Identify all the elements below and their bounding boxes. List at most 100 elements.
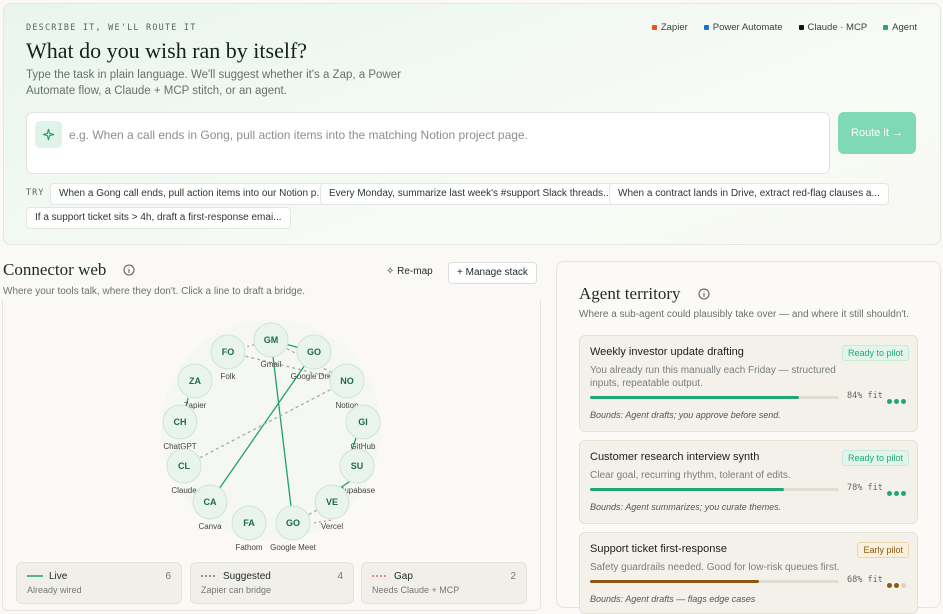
agent-title: Agent territory <box>579 284 681 303</box>
page: DESCRIBE IT, WE'LL ROUTE IT Zapier Power… <box>2 3 941 614</box>
agent-card[interactable]: Support ticket first-response Early pilo… <box>579 532 918 614</box>
status-badge: Ready to pilot <box>841 450 909 466</box>
node-initials: CH <box>174 417 187 427</box>
legend-item: Agent <box>881 22 917 33</box>
node-initials: GO <box>307 347 321 357</box>
suggestion-chip[interactable]: When a Gong call ends, pull action items… <box>50 183 334 205</box>
legend-note: Already wired <box>27 585 82 595</box>
live-edge[interactable] <box>209 351 315 503</box>
connector-title: Connector web <box>3 260 107 279</box>
node-name: Gmail <box>261 360 282 369</box>
suggestion-chip[interactable]: Every Monday, summarize last week's #sup… <box>320 183 621 205</box>
fit-label: 68% fit <box>847 575 883 585</box>
node[interactable] <box>345 404 381 440</box>
node-name: Supabase <box>339 486 376 495</box>
agent-card[interactable]: Weekly investor update drafting Ready to… <box>579 335 918 432</box>
gap-edge[interactable] <box>313 519 333 524</box>
legend-note: Needs Claude + MCP <box>372 585 460 595</box>
live-edge[interactable] <box>270 339 294 524</box>
node-initials: GM <box>264 335 279 345</box>
node[interactable] <box>339 448 375 484</box>
node[interactable] <box>231 505 267 541</box>
card-bounds: Bounds: Agent drafts — flags edge cases <box>590 594 756 604</box>
live-edge[interactable] <box>351 437 357 451</box>
button-label: Manage stack <box>465 267 528 278</box>
node-name: Zapier <box>184 401 207 410</box>
card-description: Clear goal, recurring rhythm, tolerant o… <box>590 470 791 481</box>
node-initials: FO <box>222 347 235 357</box>
fit-track <box>590 396 839 399</box>
legend-count: 4 <box>337 571 343 582</box>
legend-label: Suggested <box>223 571 271 582</box>
suggested-edge[interactable] <box>227 351 348 382</box>
legend-count: 2 <box>510 571 516 582</box>
legend-label: Power Automate <box>712 22 783 33</box>
route-button[interactable]: Route it → <box>838 112 916 154</box>
agent-card[interactable]: Customer research interview synth Ready … <box>579 440 918 524</box>
node-initials: FA <box>243 518 255 528</box>
fit-track <box>590 488 839 491</box>
suggested-edge[interactable] <box>183 380 348 467</box>
fit-bar <box>590 580 760 583</box>
fit-track <box>590 580 839 583</box>
status-badge: Ready to pilot <box>841 345 909 361</box>
legend-card: Suggested 4 Zapier can bridge <box>190 562 354 604</box>
card-bounds: Bounds: Agent summarizes; you curate the… <box>590 502 782 512</box>
node[interactable] <box>162 404 198 440</box>
suggestion-chip[interactable]: If a support ticket sits > 4h, draft a f… <box>26 207 291 229</box>
connector-graph: Gmail GM Google Drive GO Folk FO Notion NO Zapie… <box>161 320 381 552</box>
fit-dots <box>885 483 906 501</box>
sparkle-icon <box>35 121 62 148</box>
title: What do you wish ran by itself? <box>26 38 308 63</box>
subtitle: Type the task in plain language. We'll s… <box>26 69 401 97</box>
button-label: Re-map <box>397 266 433 277</box>
try-label: TRY <box>26 188 45 198</box>
card-description: Safety guardrails needed. Good for low-r… <box>590 562 840 573</box>
node[interactable] <box>275 505 311 541</box>
eyebrow: DESCRIBE IT, WE'LL ROUTE IT <box>26 23 197 33</box>
legend-count: 6 <box>165 571 171 582</box>
node-name: Folk <box>220 372 236 381</box>
card-title: Support ticket first-response <box>590 543 727 555</box>
fit-label: 84% fit <box>847 391 883 401</box>
node-initials: CA <box>204 497 217 507</box>
node-initials: GO <box>286 518 300 528</box>
node[interactable] <box>314 484 350 520</box>
fit-bar <box>590 396 800 399</box>
manage-button[interactable]: + Manage stack <box>448 262 537 284</box>
placeholder: e.g. When a call ends in Gong, pull acti… <box>69 128 528 142</box>
card-bounds: Bounds: Agent drafts; you approve before… <box>590 410 781 420</box>
fit-dots <box>885 391 906 409</box>
node[interactable] <box>253 322 289 358</box>
node[interactable] <box>177 363 213 399</box>
node-name: Fathom <box>235 543 262 552</box>
task-input[interactable]: e.g. When a call ends in Gong, pull acti… <box>26 112 830 174</box>
legend-item: Power Automate <box>702 22 783 33</box>
node-name: Canva <box>198 522 222 531</box>
legend-item: Claude · MCP <box>797 22 867 33</box>
node[interactable] <box>166 448 202 484</box>
legend-note: Zapier can bridge <box>201 585 272 595</box>
legend-item: Zapier <box>650 22 688 33</box>
node[interactable] <box>192 484 228 520</box>
legend-label: Agent <box>892 22 917 33</box>
fit-dots <box>885 575 906 593</box>
node[interactable] <box>210 334 246 370</box>
platform-legend: Zapier Power Automate Claude · MCP Agent <box>650 22 917 33</box>
node[interactable] <box>296 334 332 370</box>
connector-subtitle: Where your tools talk, where they don't.… <box>3 286 306 297</box>
info-icon <box>698 288 710 300</box>
legend-card: Live 6 Already wired <box>16 562 182 604</box>
card-title: Customer research interview synth <box>590 451 760 463</box>
card-title: Weekly investor update drafting <box>590 346 744 358</box>
node[interactable] <box>329 363 365 399</box>
legend-card: Gap 2 Needs Claude + MCP <box>361 562 527 604</box>
node-name: Google Drive <box>291 372 338 381</box>
remap-button[interactable]: ✧ Re-map <box>386 266 433 277</box>
suggestion-chip[interactable]: When a contract lands in Drive, extract … <box>609 183 889 205</box>
node-initials: NO <box>340 376 354 386</box>
node-name: Notion <box>335 401 358 410</box>
card-description: You already run this manually each Frida… <box>590 365 836 389</box>
node-name: Vercel <box>321 522 343 531</box>
node-name: GitHub <box>351 442 376 451</box>
